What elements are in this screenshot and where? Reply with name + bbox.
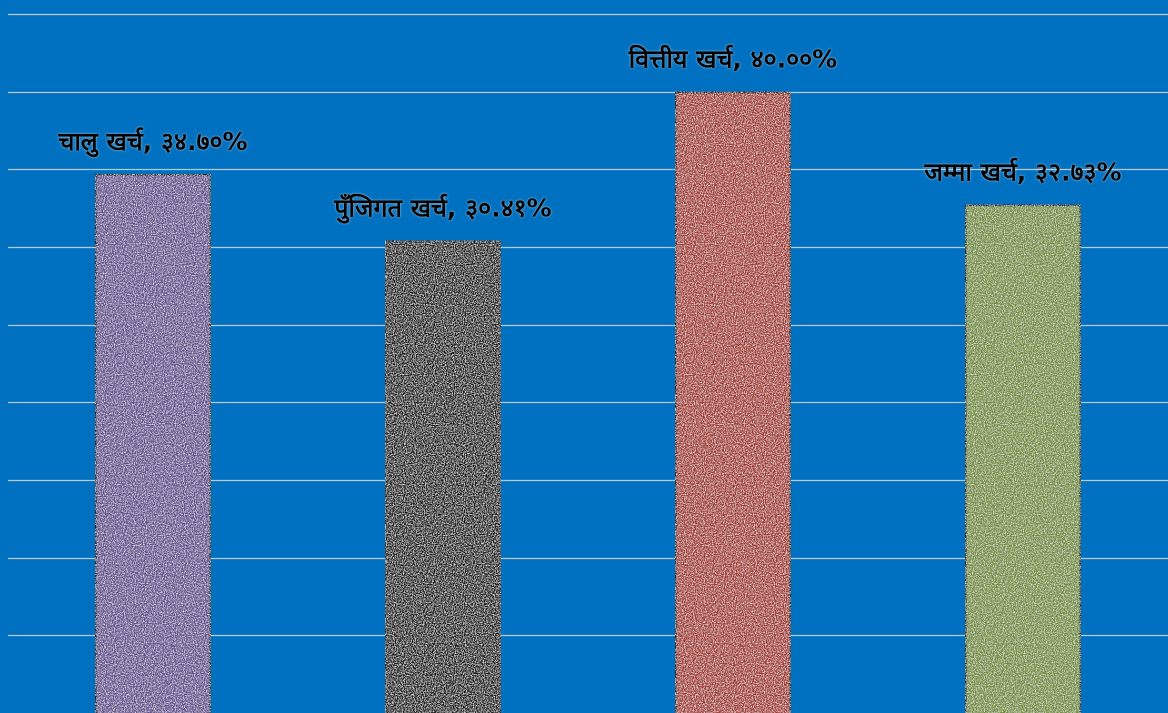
bars <box>93 90 1083 713</box>
data-labels: चालु खर्च, ३४.७०% पुँजिगत खर्च, ३०.४१% वित… <box>57 45 1121 225</box>
bar <box>963 203 1083 713</box>
bar <box>383 239 503 713</box>
bar <box>673 90 793 713</box>
bar-data-label: चालु खर्च, ३४.७०% <box>57 127 247 158</box>
bar-data-label: वित्तीय खर्च, ४०.००% <box>628 45 837 74</box>
bar-data-label: जम्मा खर्च, ३२.७३% <box>923 158 1121 187</box>
bar <box>93 172 213 713</box>
bar-data-label: पुँजिगत खर्च, ३०.४१% <box>333 194 551 225</box>
